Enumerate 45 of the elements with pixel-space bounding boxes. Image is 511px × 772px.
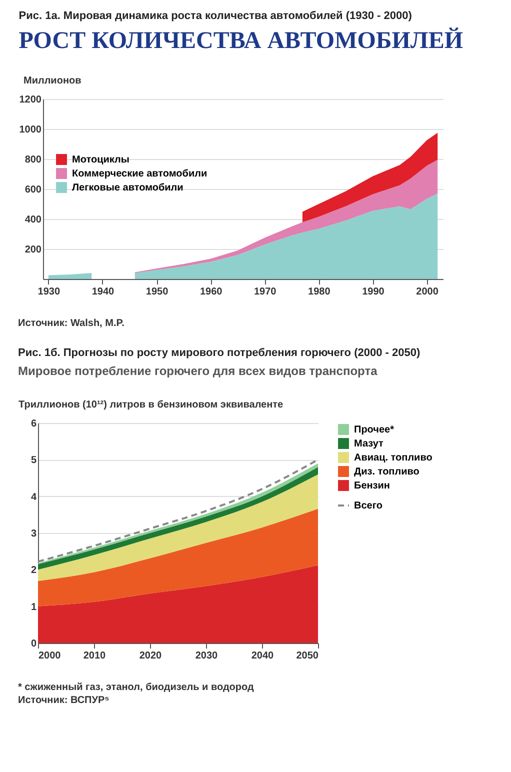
chart-title: Рис. 1а. Мировая динамика роста количества автомобилей (1930 - 2000) — [18, 10, 412, 22]
x-tick-label: 2000 — [38, 650, 62, 662]
legend-label: Мазут — [354, 438, 384, 450]
chart-subtitle: Мировое потребление горючего для всех видов транспорта — [18, 364, 378, 378]
legend-label: Мотоциклы — [72, 154, 130, 166]
y-tick-label: 6 — [30, 418, 37, 430]
y-axis-title: Миллионов — [24, 76, 82, 86]
legend-label: Прочее* — [354, 424, 394, 436]
x-tick-label: 2050 — [296, 650, 319, 662]
text: Источник: Walsh, M.P. — [18, 318, 126, 329]
y-tick-label: 200 — [24, 244, 42, 256]
x-tick-label: 2010 — [83, 650, 106, 662]
y-tick-label: 1 — [30, 602, 37, 613]
legend-label: Легковые автомобили — [72, 182, 184, 194]
x-tick-label: 2000 — [416, 286, 439, 298]
y-tick-label: 2 — [30, 565, 37, 576]
x-tick-label: 2030 — [195, 650, 218, 662]
legend-label: Авиац. топливо — [354, 452, 432, 464]
text: * сжиженный газ, этанол, биодизель и водород — [18, 682, 255, 693]
x-tick-label: 1980 — [308, 286, 331, 298]
y-tick-label: 400 — [24, 214, 42, 226]
x-tick-label: 1940 — [92, 286, 115, 298]
y-axis-title: Триллионов (10¹²) литров в бензиновом эквиваленте — [18, 400, 284, 410]
y-tick-label: 1000 — [19, 124, 42, 136]
x-tick-label: 1930 — [38, 286, 60, 298]
y-tick-label: 0 — [30, 638, 37, 650]
legend-label: Всего — [354, 500, 382, 512]
x-tick-label: 2020 — [139, 650, 162, 662]
x-tick-label: 1950 — [146, 286, 169, 298]
legend-label: Бензин — [354, 480, 390, 492]
x-tick-label: 2040 — [251, 650, 274, 662]
legend-label: Коммерческие автомобили — [72, 168, 208, 180]
y-tick-label: 800 — [24, 154, 42, 166]
x-tick-label: 1960 — [200, 286, 223, 298]
legend-label: Диз. топливо — [354, 466, 420, 478]
y-tick-label: 1200 — [19, 94, 42, 106]
y-tick-label: 3 — [30, 528, 37, 540]
x-tick-label: 1970 — [254, 286, 277, 298]
chart-title: Рис. 1б. Прогнозы по росту мирового потребления горючего (2000 - 2050) — [18, 347, 420, 359]
y-tick-label: 600 — [24, 184, 42, 196]
chart-subtitle: РОСТ КОЛИЧЕСТВА АВТОМОБИЛЕЙ — [18, 27, 464, 54]
y-tick-label: 5 — [30, 455, 37, 466]
y-tick-label: 4 — [30, 492, 37, 503]
x-tick-label: 1990 — [362, 286, 385, 298]
text: Источник: ВСПУР⁵ — [18, 695, 110, 706]
